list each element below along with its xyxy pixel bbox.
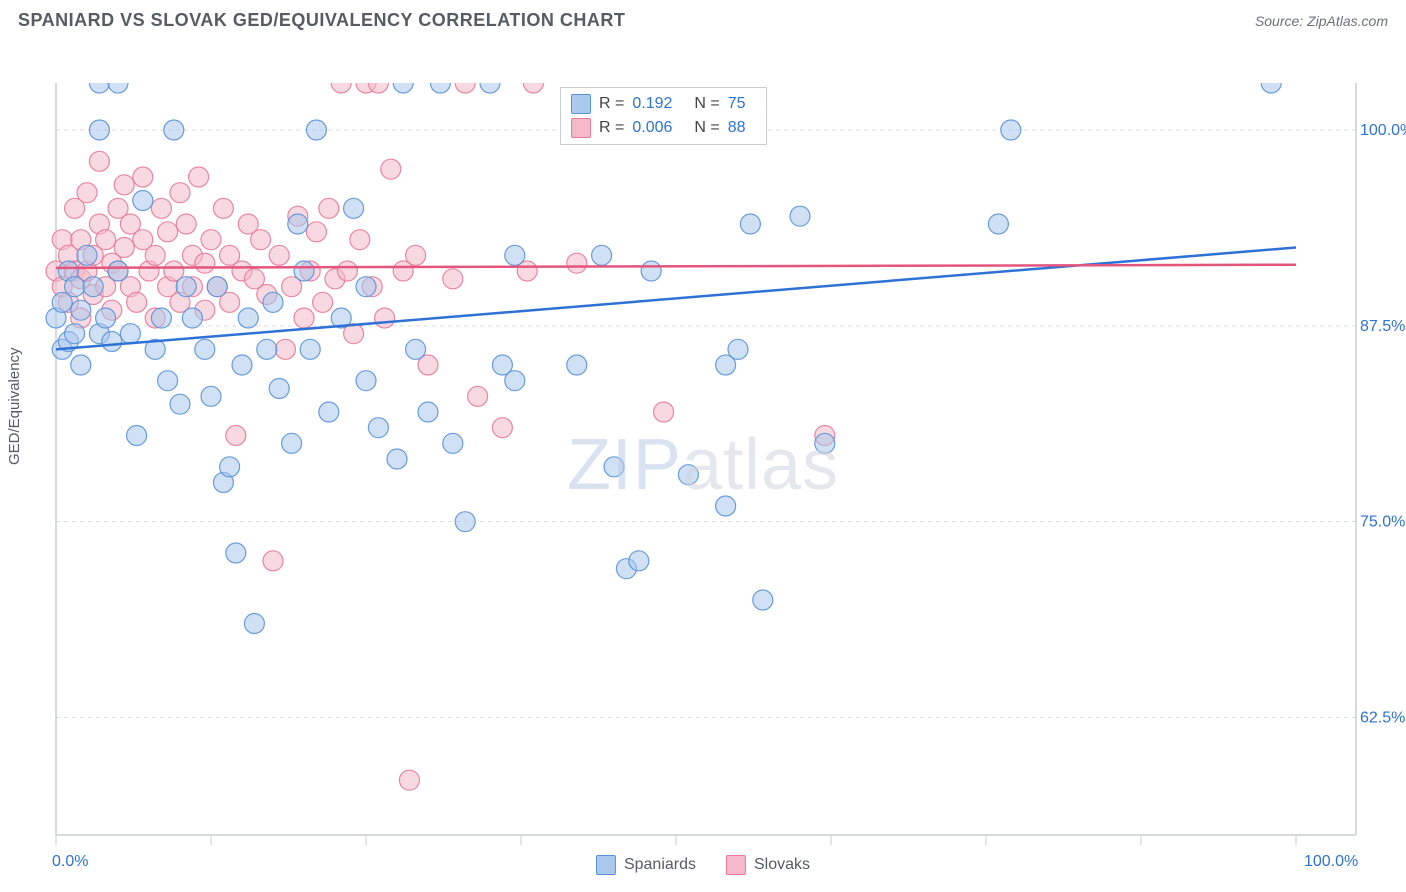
stats-row-spaniards: R =0.192N =75	[571, 92, 756, 116]
legend-label-slovaks: Slovaks	[754, 856, 810, 874]
legend-swatch-slovaks	[726, 855, 746, 875]
swatch-slovaks	[571, 118, 591, 138]
svg-text:75.0%: 75.0%	[1360, 514, 1405, 531]
swatch-spaniards	[571, 94, 591, 114]
svg-text:87.5%: 87.5%	[1360, 318, 1405, 335]
legend-item-slovaks: Slovaks	[726, 855, 810, 875]
x-axis-min-label: 0.0%	[52, 853, 88, 871]
stats-legend-box: R =0.192N =75R =0.006N =88	[560, 87, 767, 145]
stats-row-slovaks: R =0.006N =88	[571, 116, 756, 140]
svg-text:100.0%: 100.0%	[1360, 122, 1406, 139]
chart-area: GED/Equivalency ZIPatlas 62.5%75.0%87.5%…	[0, 35, 1406, 875]
chart-title: SPANIARD VS SLOVAK GED/EQUIVALENCY CORRE…	[18, 10, 625, 31]
y-axis-label: GED/Equivalency	[6, 347, 23, 465]
series-legend: Spaniards Slovaks	[596, 855, 810, 875]
scatter-plot: 62.5% 75.0% 87.5% 100.0%	[0, 35, 1406, 875]
source-attribution: Source: ZipAtlas.com	[1255, 13, 1388, 29]
legend-item-spaniards: Spaniards	[596, 855, 696, 875]
legend-label-spaniards: Spaniards	[624, 856, 696, 874]
x-axis-max-label: 100.0%	[1304, 853, 1358, 871]
svg-text:62.5%: 62.5%	[1360, 710, 1405, 727]
legend-swatch-spaniards	[596, 855, 616, 875]
